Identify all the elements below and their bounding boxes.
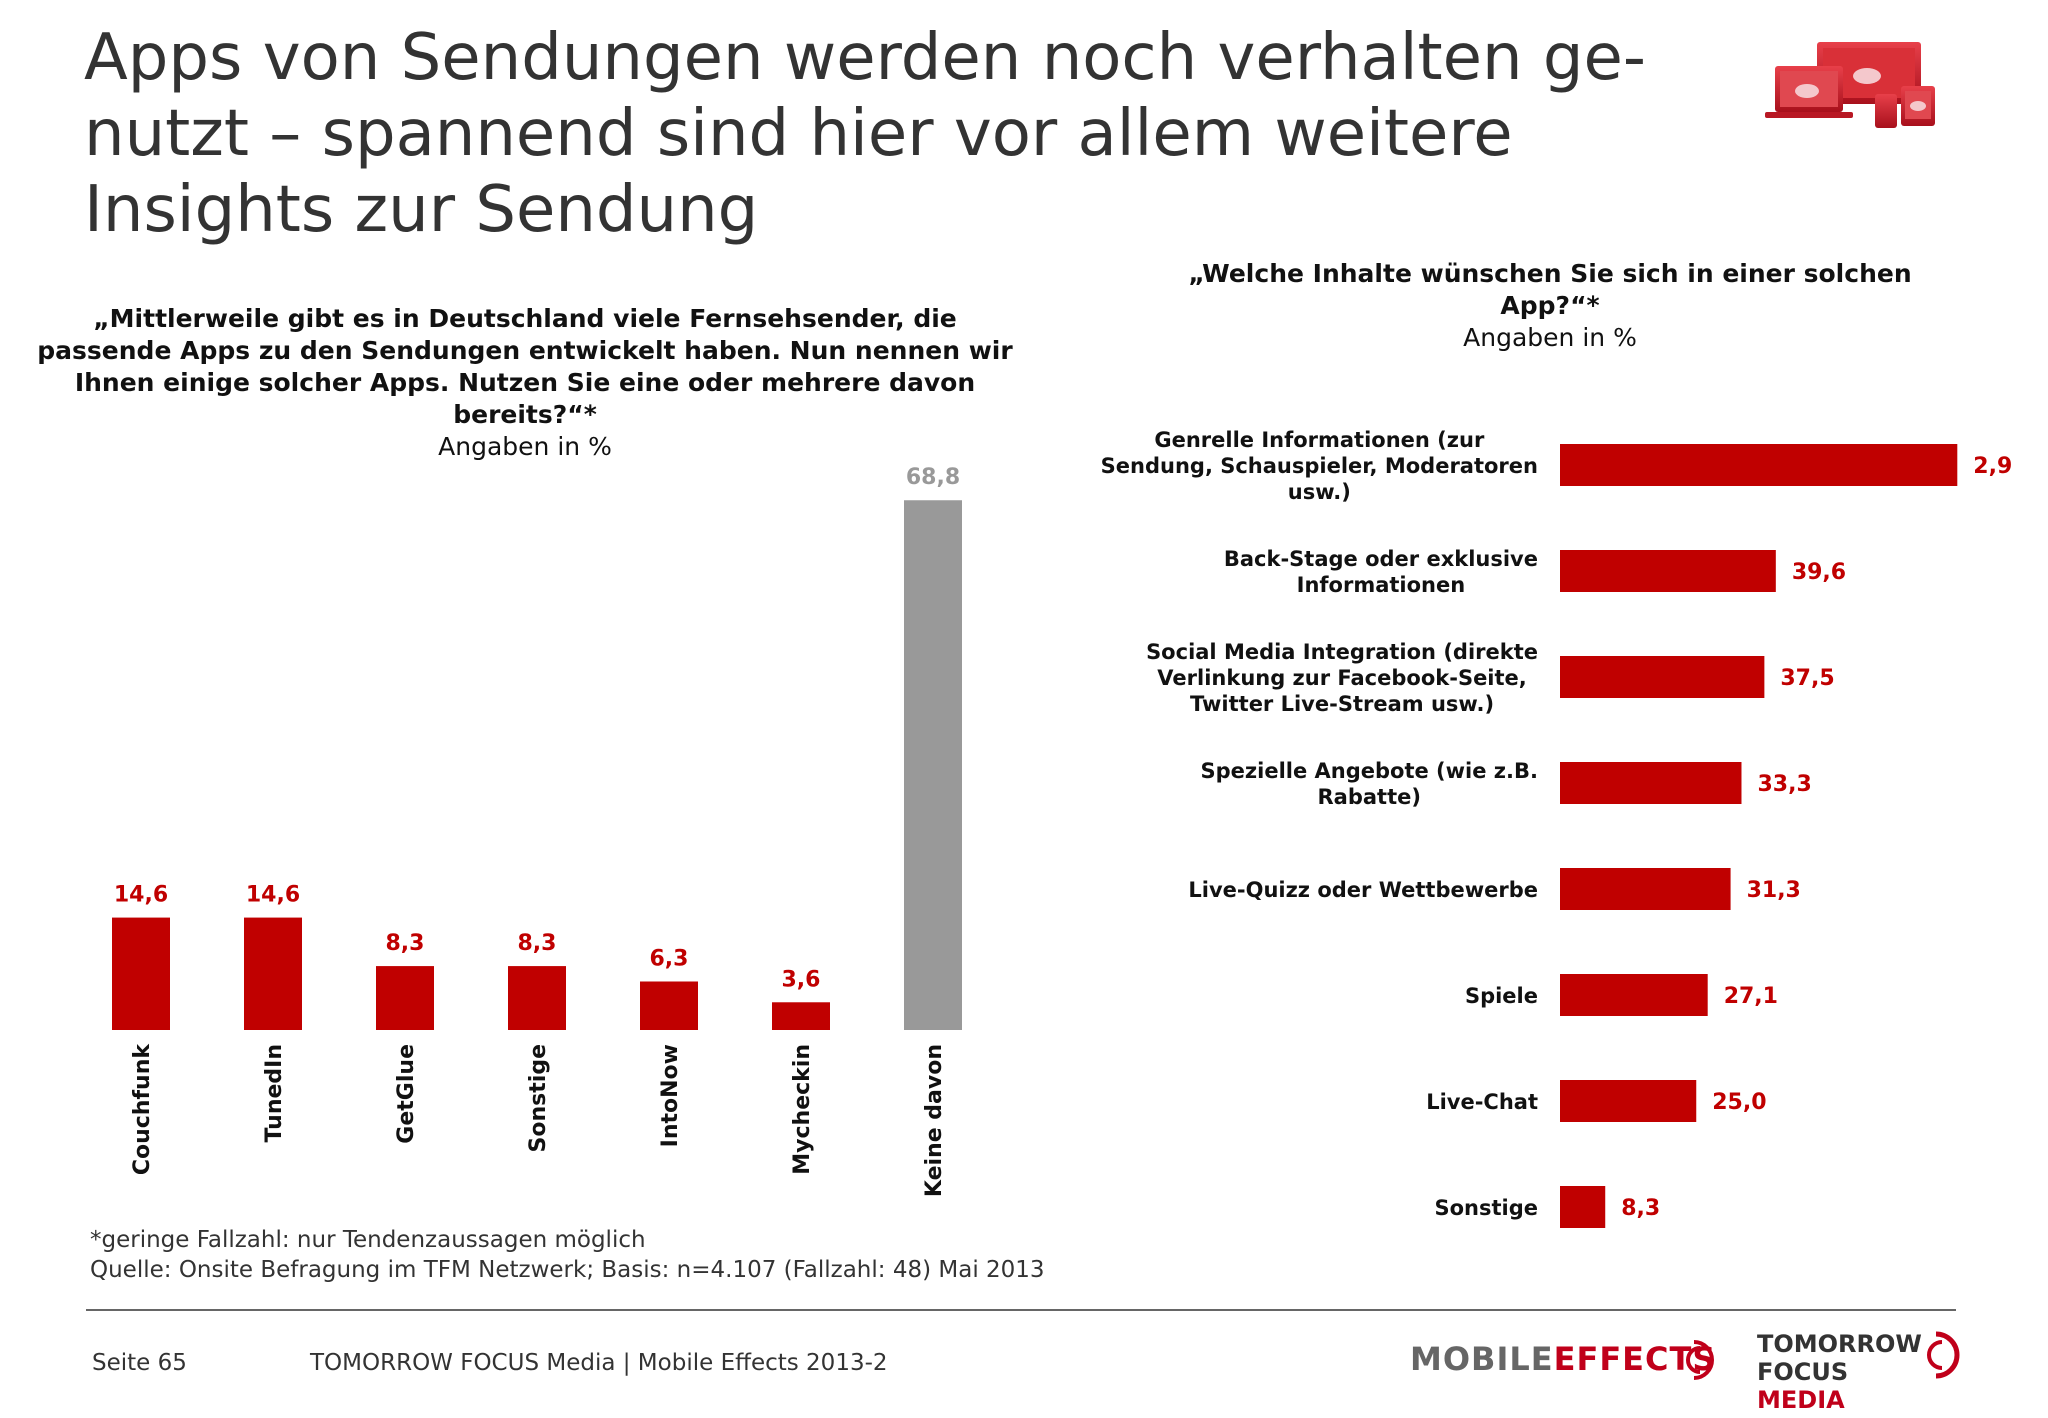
right-question-text: „Welche Inhalte wünschen Sie sich in ein… <box>1188 259 1912 320</box>
left-question-unit: Angaben in % <box>438 432 612 461</box>
category-label: Social Media Integration (direkte Verlink… <box>1146 640 1538 716</box>
title-line-1: Apps von Sendungen werden noch verhalten… <box>84 21 1646 95</box>
logo-mobile-text: MOBILE <box>1410 1340 1554 1378</box>
data-label: 31,3 <box>1747 878 1801 903</box>
bar-mycheckin <box>772 1002 830 1030</box>
left-question: „Mittlerweile gibt es in Deutschland vie… <box>30 303 1020 463</box>
tomorrow-focus-logo: TOMORROW FOCUS MEDIA <box>1757 1330 1922 1414</box>
title-line-2: nutzt – spannend sind hier vor allem wei… <box>84 97 1513 171</box>
tomorrow-focus-swirl-icon <box>1927 1331 1960 1379</box>
data-label: 8,3 <box>1621 1196 1660 1221</box>
footer-divider <box>86 1309 1956 1311</box>
data-label: 3,6 <box>782 967 821 992</box>
category-label: Live-Quizz oder Wettbewerbe <box>1188 878 1538 902</box>
mobile-effects-logo: MOBILEEFFECTS <box>1410 1340 1716 1378</box>
category-label: Mycheckin <box>790 1044 815 1175</box>
page-number: Seite 65 <box>92 1350 187 1376</box>
app-usage-bar-chart: 14,6 Couchfunk 14,6 TunedIn 8,3 GetGlue 8,3 Son… <box>112 465 962 1197</box>
bar <box>1560 762 1742 804</box>
mobile-effects-swirl-icon <box>1686 1340 1714 1380</box>
bar-getglue <box>376 966 434 1030</box>
category-label: IntoNow <box>658 1044 683 1147</box>
content-wishes-bar-chart: 2,9 Genrelle Informationen (zur Sendung, S… <box>1101 428 2012 1228</box>
left-question-text: „Mittlerweile gibt es in Deutschland vie… <box>37 304 1013 429</box>
category-label: Live-Chat <box>1426 1090 1538 1114</box>
footnote-source: Quelle: Onsite Befragung im TFM Netzwerk… <box>90 1257 1045 1283</box>
data-label: 8,3 <box>518 931 557 956</box>
category-label: Spezielle Angebote (wie z.B. Rabatte) <box>1201 759 1538 809</box>
logo-media-text: MEDIA <box>1757 1386 1845 1414</box>
right-question-unit: Angaben in % <box>1463 323 1637 352</box>
bar <box>1560 1186 1606 1228</box>
category-label: Sonstige <box>526 1044 551 1152</box>
data-label: 14,6 <box>114 883 168 908</box>
category-label: GetGlue <box>394 1044 419 1144</box>
page-title: Apps von Sendungen werden noch verhalten… <box>84 20 1684 248</box>
data-label: 8,3 <box>386 931 425 956</box>
data-label: 6,3 <box>650 946 689 971</box>
footnote: *geringe Fallzahl: nur Tendenzaussagen m… <box>90 1225 1045 1285</box>
category-label: Spiele <box>1465 984 1538 1008</box>
bar <box>1560 974 1708 1016</box>
category-label: Sonstige <box>1434 1196 1538 1220</box>
category-label: Genrelle Informationen (zur Sendung, Scha… <box>1101 428 1538 504</box>
bar-keine-davon <box>904 500 962 1030</box>
category-label: Keine davon <box>922 1044 947 1197</box>
devices-cloud-icon <box>1765 42 1935 128</box>
category-label: Couchfunk <box>130 1043 155 1176</box>
right-question: „Welche Inhalte wünschen Sie sich in ein… <box>1150 258 1950 354</box>
logo-focus-text: FOCUS <box>1757 1358 1849 1386</box>
bar <box>1560 656 1765 698</box>
bar <box>1560 550 1776 592</box>
bar <box>1560 868 1731 910</box>
data-label: 14,6 <box>246 883 300 908</box>
bar-couchfunk <box>112 917 170 1030</box>
bar <box>1560 444 1958 486</box>
bar-tunedin <box>244 917 302 1030</box>
footnote-sample-note: *geringe Fallzahl: nur Tendenzaussagen m… <box>90 1227 646 1253</box>
category-label: TunedIn <box>262 1044 287 1142</box>
category-label: Back-Stage oder exklusive Informationen <box>1224 547 1538 597</box>
data-label: 37,5 <box>1780 666 1834 691</box>
data-label: 68,8 <box>906 465 960 490</box>
data-label: 25,0 <box>1712 1090 1766 1115</box>
bar-intonow <box>640 981 698 1030</box>
logo-tomorrow-text: TOMORROW <box>1757 1330 1922 1358</box>
data-label: 39,6 <box>1792 560 1846 585</box>
footer-text: TOMORROW FOCUS Media | Mobile Effects 20… <box>310 1350 888 1376</box>
data-label: 33,3 <box>1757 772 1811 797</box>
title-line-3: Insights zur Sendung <box>84 173 759 247</box>
data-label: 27,1 <box>1724 984 1778 1009</box>
bar <box>1560 1080 1697 1122</box>
bar-sonstige <box>508 966 566 1030</box>
data-label: 2,9 <box>1973 454 2012 479</box>
